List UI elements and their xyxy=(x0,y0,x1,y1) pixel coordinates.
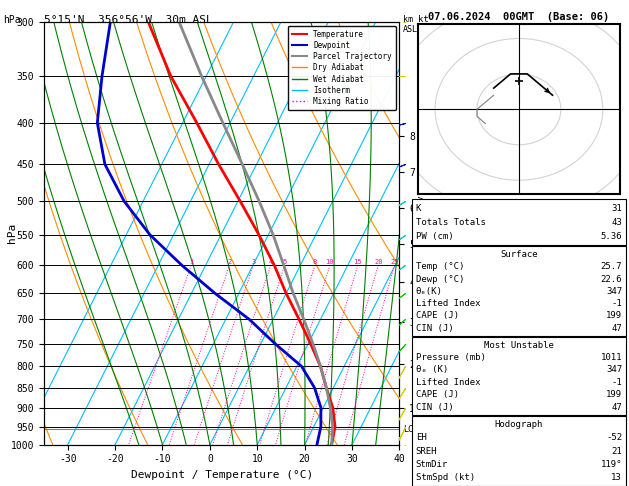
Text: hPa: hPa xyxy=(3,15,21,25)
Text: 199: 199 xyxy=(606,390,622,399)
Text: CAPE (J): CAPE (J) xyxy=(416,312,459,320)
Text: 5: 5 xyxy=(282,260,287,265)
Text: Surface: Surface xyxy=(500,250,538,259)
Text: SREH: SREH xyxy=(416,447,437,456)
Text: 10: 10 xyxy=(326,260,334,265)
Text: LCL: LCL xyxy=(404,425,418,434)
X-axis label: Dewpoint / Temperature (°C): Dewpoint / Temperature (°C) xyxy=(131,470,313,480)
Text: © weatheronline.co.uk: © weatheronline.co.uk xyxy=(462,472,576,481)
Text: θₑ (K): θₑ (K) xyxy=(416,365,448,375)
Text: CAPE (J): CAPE (J) xyxy=(416,390,459,399)
Text: 25.7: 25.7 xyxy=(601,262,622,271)
Text: 4: 4 xyxy=(269,260,273,265)
Text: 07.06.2024  00GMT  (Base: 06): 07.06.2024 00GMT (Base: 06) xyxy=(428,12,610,22)
Text: 13: 13 xyxy=(611,473,622,482)
Text: Temp (°C): Temp (°C) xyxy=(416,262,464,271)
Text: PW (cm): PW (cm) xyxy=(416,232,454,241)
Text: 347: 347 xyxy=(606,287,622,296)
Text: Most Unstable: Most Unstable xyxy=(484,341,554,350)
Text: CIN (J): CIN (J) xyxy=(416,324,454,333)
Text: Totals Totals: Totals Totals xyxy=(416,218,486,227)
Legend: Temperature, Dewpoint, Parcel Trajectory, Dry Adiabat, Wet Adiabat, Isotherm, Mi: Temperature, Dewpoint, Parcel Trajectory… xyxy=(288,26,396,110)
Text: 2: 2 xyxy=(227,260,231,265)
Text: km
ASL: km ASL xyxy=(403,15,418,34)
Text: Pressure (mb): Pressure (mb) xyxy=(416,353,486,362)
Text: 3: 3 xyxy=(251,260,255,265)
Text: -52: -52 xyxy=(606,434,622,442)
Text: -1: -1 xyxy=(611,378,622,387)
Text: 22.6: 22.6 xyxy=(601,275,622,283)
Text: 15: 15 xyxy=(353,260,362,265)
Text: 25: 25 xyxy=(390,260,399,265)
Text: hPa: hPa xyxy=(7,223,17,243)
Text: K: K xyxy=(416,204,421,213)
Text: EH: EH xyxy=(416,434,426,442)
Text: -1: -1 xyxy=(611,299,622,308)
Text: StmSpd (kt): StmSpd (kt) xyxy=(416,473,475,482)
Text: Dewp (°C): Dewp (°C) xyxy=(416,275,464,283)
Text: 47: 47 xyxy=(611,324,622,333)
Text: 1: 1 xyxy=(189,260,193,265)
Text: StmDir: StmDir xyxy=(416,460,448,469)
Text: 8: 8 xyxy=(313,260,317,265)
Text: 31: 31 xyxy=(611,204,622,213)
Text: 5.36: 5.36 xyxy=(601,232,622,241)
Text: kt: kt xyxy=(418,15,429,24)
Text: 5°15'N  356°56'W  30m ASL: 5°15'N 356°56'W 30m ASL xyxy=(44,15,213,25)
Text: Lifted Index: Lifted Index xyxy=(416,299,481,308)
Text: 20: 20 xyxy=(374,260,382,265)
Text: 347: 347 xyxy=(606,365,622,375)
Text: 1011: 1011 xyxy=(601,353,622,362)
Text: Hodograph: Hodograph xyxy=(495,420,543,429)
Text: 21: 21 xyxy=(611,447,622,456)
Y-axis label: Mixing Ratio (g/kg): Mixing Ratio (g/kg) xyxy=(419,177,429,289)
Text: 43: 43 xyxy=(611,218,622,227)
Text: Lifted Index: Lifted Index xyxy=(416,378,481,387)
Text: 119°: 119° xyxy=(601,460,622,469)
Text: 47: 47 xyxy=(611,402,622,412)
Text: CIN (J): CIN (J) xyxy=(416,402,454,412)
Text: 199: 199 xyxy=(606,312,622,320)
Text: θₑ(K): θₑ(K) xyxy=(416,287,443,296)
